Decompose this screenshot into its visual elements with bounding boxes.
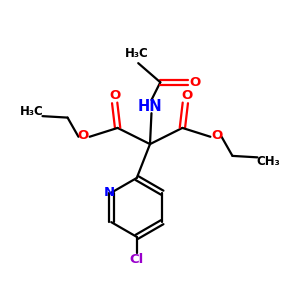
Text: Cl: Cl — [130, 253, 144, 266]
Text: O: O — [211, 129, 223, 142]
Text: H₃C: H₃C — [20, 105, 43, 118]
Text: O: O — [77, 129, 89, 142]
Text: O: O — [109, 89, 120, 102]
Text: O: O — [181, 89, 192, 102]
Text: H₃C: H₃C — [125, 47, 148, 60]
Text: O: O — [189, 76, 200, 89]
Text: CH₃: CH₃ — [257, 155, 281, 168]
Text: N: N — [103, 186, 115, 199]
Text: HN: HN — [138, 99, 162, 114]
